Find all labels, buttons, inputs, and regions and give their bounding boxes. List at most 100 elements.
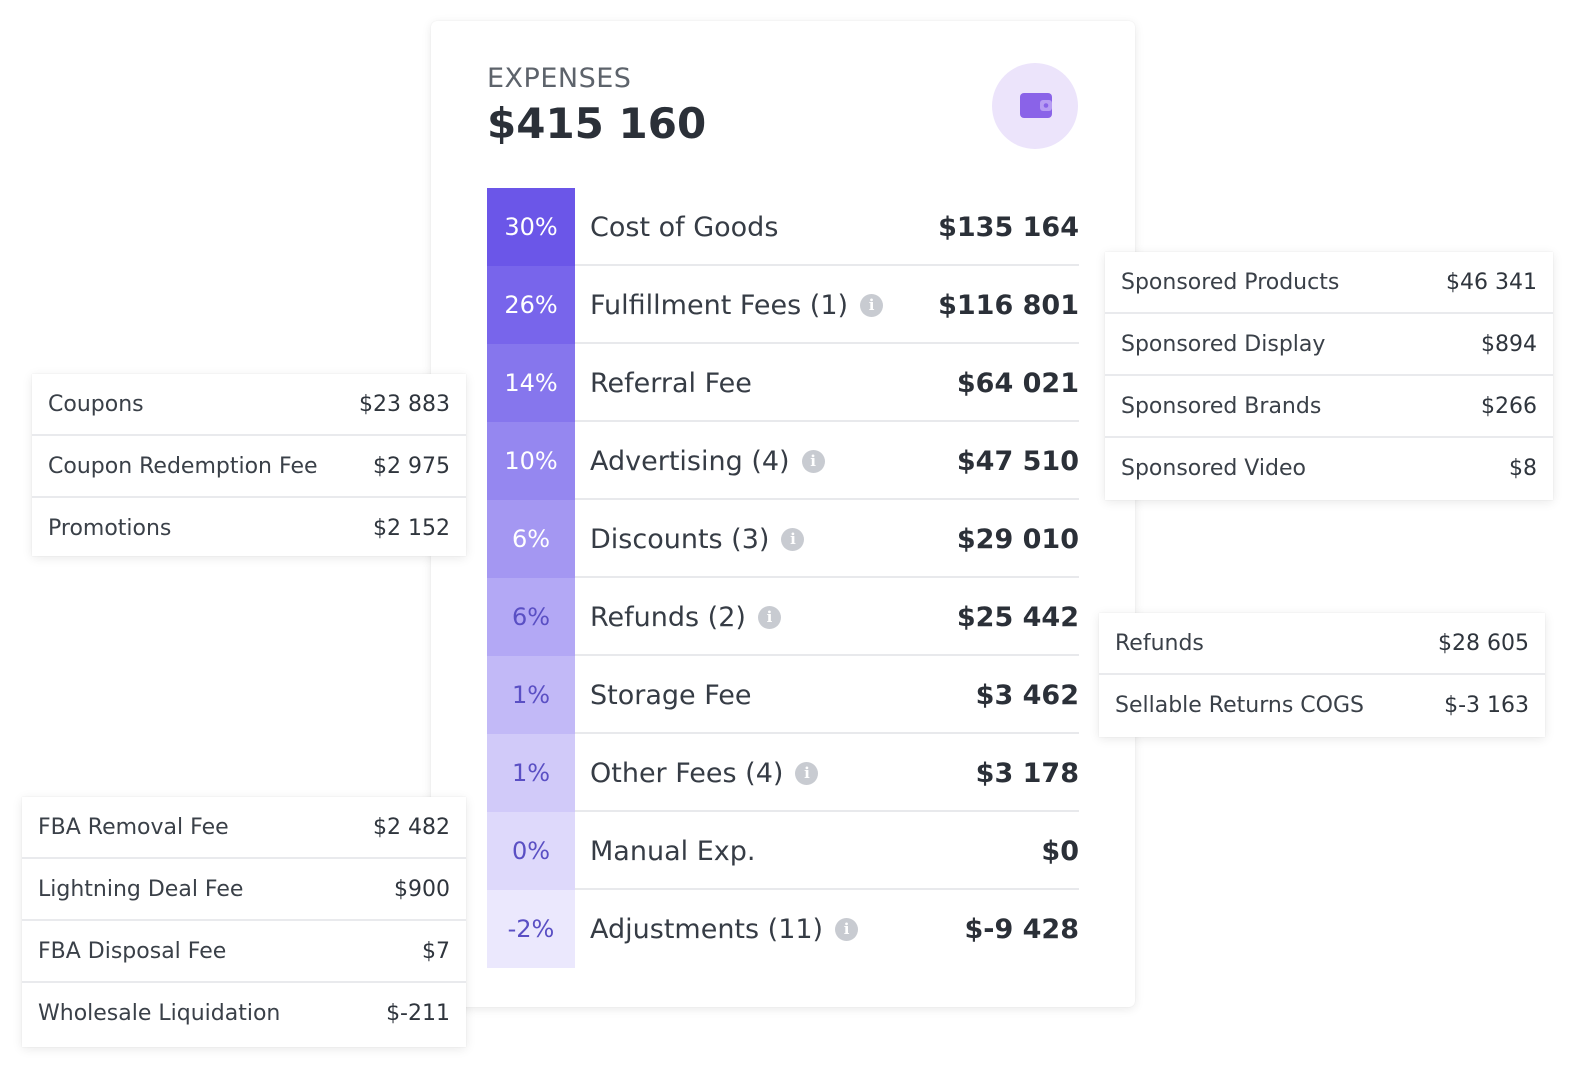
breakdown-label: Promotions bbox=[48, 515, 172, 541]
breakdown-label: FBA Removal Fee bbox=[38, 814, 229, 840]
expense-row[interactable]: 1% Storage Fee $3 462 bbox=[487, 656, 1079, 734]
breakdown-row: Coupons $23 883 bbox=[32, 374, 466, 436]
breakdown-label: Sponsored Products bbox=[1121, 269, 1340, 295]
expense-percent: 1% bbox=[487, 656, 575, 734]
expense-row[interactable]: 6% Refunds (2) i $25 442 bbox=[487, 578, 1079, 656]
expense-row[interactable]: 14% Referral Fee $64 021 bbox=[487, 344, 1079, 422]
promotions-breakdown-card: Coupons $23 883 Coupon Redemption Fee $2 97… bbox=[32, 374, 466, 556]
expense-percent: 26% bbox=[487, 266, 575, 344]
breakdown-row: Coupon Redemption Fee $2 975 bbox=[32, 436, 466, 498]
expense-label: Manual Exp. bbox=[590, 835, 756, 867]
breakdown-label: Sellable Returns COGS bbox=[1115, 692, 1364, 718]
breakdown-value: $8 bbox=[1509, 455, 1537, 481]
expense-row[interactable]: 0% Manual Exp. $0 bbox=[487, 812, 1079, 890]
breakdown-value: $2 152 bbox=[373, 515, 450, 541]
expense-value: $116 801 bbox=[938, 289, 1079, 321]
breakdown-row: Sponsored Display $894 bbox=[1105, 314, 1553, 376]
expense-value: $135 164 bbox=[938, 211, 1079, 243]
info-icon[interactable]: i bbox=[757, 605, 781, 629]
expense-label: Cost of Goods bbox=[590, 211, 779, 243]
expense-row[interactable]: 1% Other Fees (4) i $3 178 bbox=[487, 734, 1079, 812]
expense-label-wrap: Refunds (2) i bbox=[590, 578, 781, 656]
expense-percent: 30% bbox=[487, 188, 575, 266]
expenses-card: EXPENSES $415 160 30% Cost of Goods $135 1… bbox=[431, 21, 1135, 1007]
breakdown-row: Lightning Deal Fee $900 bbox=[22, 859, 466, 921]
expense-row[interactable]: 10% Advertising (4) i $47 510 bbox=[487, 422, 1079, 500]
expenses-total: $415 160 bbox=[487, 99, 707, 148]
breakdown-label: Wholesale Liquidation bbox=[38, 1000, 281, 1026]
breakdown-label: Lightning Deal Fee bbox=[38, 876, 244, 902]
expense-row[interactable]: 26% Fulfillment Fees (1) i $116 801 bbox=[487, 266, 1079, 344]
info-icon[interactable]: i bbox=[860, 293, 884, 317]
expense-label: Fulfillment Fees (1) bbox=[590, 289, 849, 321]
other-fees-breakdown-card: FBA Removal Fee $2 482 Lightning Deal Fee $… bbox=[22, 797, 466, 1047]
breakdown-label: Coupons bbox=[48, 391, 144, 417]
breakdown-label: Coupon Redemption Fee bbox=[48, 453, 318, 479]
breakdown-label: Sponsored Brands bbox=[1121, 393, 1322, 419]
expense-label-wrap: Manual Exp. bbox=[590, 812, 755, 890]
expense-label: Adjustments (11) bbox=[590, 913, 824, 945]
expense-row[interactable]: 30% Cost of Goods $135 164 bbox=[487, 188, 1079, 266]
row-divider bbox=[575, 498, 1079, 500]
expense-row[interactable]: -2% Adjustments (11) i $-9 428 bbox=[487, 890, 1079, 968]
info-icon[interactable]: i bbox=[835, 917, 859, 941]
expense-label: Advertising (4) bbox=[590, 445, 790, 477]
expense-label: Refunds (2) bbox=[590, 601, 746, 633]
expense-percent: 6% bbox=[487, 500, 575, 578]
expense-value: $25 442 bbox=[956, 601, 1079, 633]
row-divider bbox=[575, 810, 1079, 812]
row-divider bbox=[575, 654, 1079, 656]
expense-row[interactable]: 6% Discounts (3) i $29 010 bbox=[487, 500, 1079, 578]
breakdown-value: $28 605 bbox=[1438, 630, 1529, 656]
expense-label: Referral Fee bbox=[590, 367, 752, 399]
refunds-breakdown-card: Refunds $28 605 Sellable Returns COGS $-3 1… bbox=[1099, 613, 1545, 737]
expense-value: $0 bbox=[1041, 835, 1079, 867]
breakdown-row: Refunds $28 605 bbox=[1099, 613, 1545, 675]
row-divider bbox=[575, 732, 1079, 734]
breakdown-label: Sponsored Video bbox=[1121, 455, 1306, 481]
expense-label-wrap: Storage Fee bbox=[590, 656, 752, 734]
info-icon[interactable]: i bbox=[801, 449, 825, 473]
expense-percent: 10% bbox=[487, 422, 575, 500]
expense-label: Other Fees (4) bbox=[590, 757, 784, 789]
breakdown-row: Promotions $2 152 bbox=[32, 498, 466, 560]
expense-label-wrap: Adjustments (11) i bbox=[590, 890, 859, 968]
expense-value: $47 510 bbox=[956, 445, 1079, 477]
row-divider bbox=[575, 888, 1079, 890]
expense-label-wrap: Other Fees (4) i bbox=[590, 734, 819, 812]
expense-percent: 1% bbox=[487, 734, 575, 812]
breakdown-row: Sponsored Products $46 341 bbox=[1105, 252, 1553, 314]
expense-percent: 14% bbox=[487, 344, 575, 422]
expense-breakdown: 30% Cost of Goods $135 164 26% Fulfillment F… bbox=[487, 188, 1079, 968]
breakdown-value: $894 bbox=[1481, 331, 1537, 357]
info-icon[interactable]: i bbox=[781, 527, 805, 551]
breakdown-row: Wholesale Liquidation $-211 bbox=[22, 983, 466, 1045]
breakdown-row: Sellable Returns COGS $-3 163 bbox=[1099, 675, 1545, 737]
expense-value: $3 178 bbox=[975, 757, 1079, 789]
expense-percent: 0% bbox=[487, 812, 575, 890]
breakdown-value: $266 bbox=[1481, 393, 1537, 419]
expenses-title: EXPENSES bbox=[487, 63, 632, 94]
expense-label: Discounts (3) bbox=[590, 523, 770, 555]
breakdown-row: FBA Disposal Fee $7 bbox=[22, 921, 466, 983]
breakdown-row: Sponsored Brands $266 bbox=[1105, 376, 1553, 438]
expense-label-wrap: Fulfillment Fees (1) i bbox=[590, 266, 884, 344]
breakdown-value: $46 341 bbox=[1446, 269, 1537, 295]
breakdown-row: Sponsored Video $8 bbox=[1105, 438, 1553, 500]
expense-value: $29 010 bbox=[956, 523, 1079, 555]
breakdown-value: $7 bbox=[422, 938, 450, 964]
expense-label-wrap: Discounts (3) i bbox=[590, 500, 805, 578]
breakdown-value: $-3 163 bbox=[1444, 692, 1529, 718]
breakdown-label: Sponsored Display bbox=[1121, 331, 1326, 357]
expense-percent: 6% bbox=[487, 578, 575, 656]
breakdown-label: Refunds bbox=[1115, 630, 1204, 656]
row-divider bbox=[575, 264, 1079, 266]
expense-value: $3 462 bbox=[975, 679, 1079, 711]
expense-label-wrap: Advertising (4) i bbox=[590, 422, 825, 500]
expense-percent: -2% bbox=[487, 890, 575, 968]
breakdown-value: $-211 bbox=[386, 1000, 450, 1026]
breakdown-value: $23 883 bbox=[359, 391, 450, 417]
expense-label-wrap: Referral Fee bbox=[590, 344, 752, 422]
info-icon[interactable]: i bbox=[795, 761, 819, 785]
expense-value: $-9 428 bbox=[964, 913, 1079, 945]
